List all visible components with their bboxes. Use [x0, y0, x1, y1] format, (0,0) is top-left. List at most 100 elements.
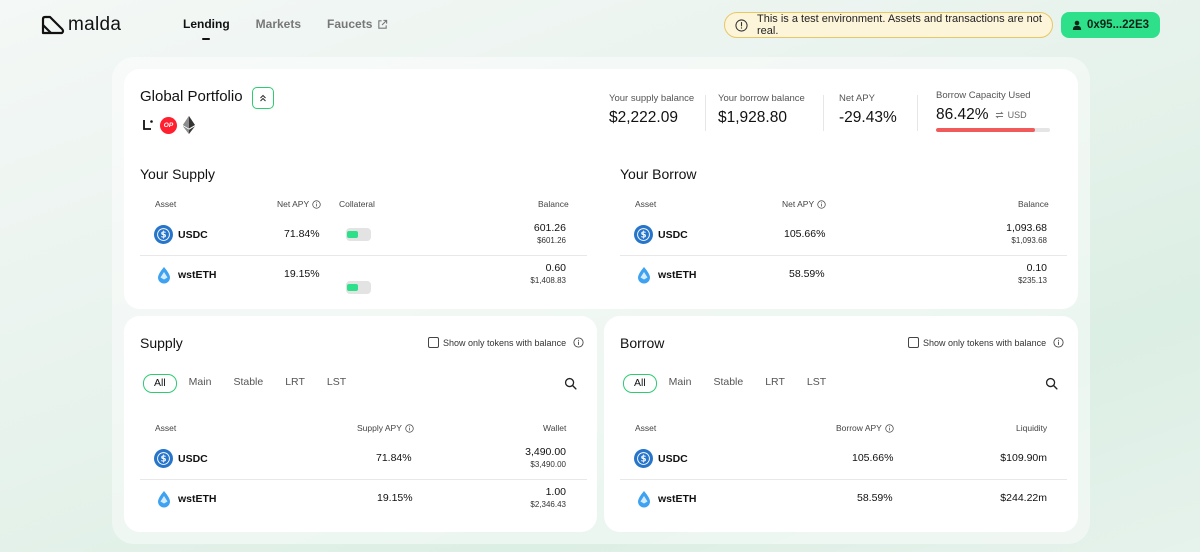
info-icon[interactable]: [312, 199, 321, 209]
col-net-apy: Net APY: [277, 199, 321, 209]
svg-text:$: $: [161, 454, 167, 464]
table-row-asset[interactable]: wstETH: [634, 265, 697, 284]
asset-name: wstETH: [658, 268, 697, 281]
search-icon[interactable]: [564, 377, 577, 390]
filter-stable[interactable]: Stable: [233, 376, 264, 388]
table-row-asset[interactable]: $ USDC: [634, 225, 688, 244]
filter-lrt[interactable]: LRT: [765, 376, 785, 388]
linea-icon: [143, 120, 153, 130]
table-row-asset[interactable]: wstETH: [154, 489, 217, 508]
balance-amount: 0.10: [1026, 262, 1047, 274]
malda-logo[interactable]: malda: [41, 14, 121, 36]
svg-text:$: $: [641, 230, 647, 240]
filter-lrt[interactable]: LRT: [285, 376, 305, 388]
filter-all[interactable]: All: [623, 374, 657, 393]
info-icon[interactable]: [573, 337, 584, 348]
nav-faucets[interactable]: Faucets: [327, 17, 388, 31]
collapse-button[interactable]: [252, 87, 274, 109]
filter-lst[interactable]: LST: [806, 376, 827, 388]
borrow-capacity-stat: Borrow Capacity Used 86.42% USD: [936, 90, 1031, 124]
checkbox-label: Show only tokens with balance: [923, 337, 1047, 348]
borrow-capacity-label: Borrow Capacity Used: [936, 90, 1031, 101]
notice-text: This is a test environment. Assets and t…: [757, 13, 1042, 37]
col-net-apy: Net APY: [782, 199, 826, 209]
col-asset: Asset: [635, 423, 657, 433]
row-wallet: 1.00 $2,346.43: [530, 486, 566, 509]
wsteth-icon: [634, 489, 653, 508]
currency-label: USD: [1007, 110, 1027, 120]
supply-title: Supply: [140, 335, 183, 351]
row-apy: 105.66%: [784, 228, 826, 240]
col-net-apy-label: Net APY: [277, 199, 310, 209]
chevrons-up-icon: [260, 94, 266, 102]
row-liquidity: $244.22m: [1000, 492, 1047, 504]
optimism-icon: OP: [160, 116, 177, 134]
table-row-asset[interactable]: $ USDC: [634, 449, 688, 468]
supply-balance-label: Your supply balance: [609, 93, 695, 104]
asset-name: USDC: [178, 228, 208, 241]
table-row-asset[interactable]: $ USDC: [154, 225, 208, 244]
col-borrow-apy-label: Borrow APY: [836, 423, 882, 433]
divider: [705, 95, 706, 131]
col-borrow-apy: Borrow APY: [836, 423, 894, 433]
wallet-button[interactable]: 0x95...22E3: [1061, 12, 1160, 38]
chain-icons: OP: [142, 116, 195, 134]
collateral-toggle[interactable]: [346, 281, 371, 294]
col-net-apy-label: Net APY: [782, 199, 815, 209]
table-row-asset[interactable]: wstETH: [634, 489, 697, 508]
row-balance: 0.60 $1,408.83: [530, 262, 566, 285]
net-apy-value: -29.43%: [839, 109, 897, 126]
col-wallet: Wallet: [543, 423, 567, 433]
main-nav: Lending Markets Faucets: [183, 17, 388, 40]
net-apy-stat: Net APY -29.43%: [839, 93, 897, 127]
table-row-asset[interactable]: $ USDC: [154, 449, 208, 468]
borrow-capacity-fill: [936, 128, 1035, 132]
filter-main[interactable]: Main: [668, 376, 692, 388]
wsteth-icon: [154, 265, 173, 284]
asset-name: wstETH: [178, 268, 217, 281]
your-supply-title: Your Supply: [140, 166, 215, 182]
divider: [823, 95, 824, 131]
filter-all[interactable]: All: [143, 374, 177, 393]
table-row-asset[interactable]: wstETH: [154, 265, 217, 284]
filter-lst[interactable]: LST: [326, 376, 347, 388]
liquidity-amount: $109.90m: [1000, 452, 1047, 464]
col-asset: Asset: [155, 199, 177, 209]
user-icon: [1072, 20, 1082, 30]
portfolio-title: Global Portfolio: [140, 88, 243, 105]
borrow-balance-filter[interactable]: Show only tokens with balance: [908, 337, 1064, 348]
col-balance: Balance: [1018, 199, 1049, 209]
collateral-toggle[interactable]: [346, 228, 371, 241]
wsteth-icon: [154, 489, 173, 508]
search-icon[interactable]: [1045, 377, 1058, 390]
supply-balance-filter[interactable]: Show only tokens with balance: [428, 337, 584, 348]
borrow-capacity-value: 86.42%: [936, 106, 989, 123]
show-balance-checkbox[interactable]: [428, 337, 439, 348]
asset-name: USDC: [658, 228, 688, 241]
logo-text: malda: [68, 14, 122, 35]
filter-main[interactable]: Main: [188, 376, 212, 388]
info-icon[interactable]: [817, 199, 826, 209]
wallet-amount: 3,490.00: [525, 446, 566, 458]
optimism-label: OP: [163, 121, 174, 129]
usdc-icon: $: [634, 449, 653, 468]
row-apy: 19.15%: [284, 268, 320, 280]
nav-lending[interactable]: Lending: [183, 17, 230, 40]
row-apy: 58.59%: [789, 268, 825, 280]
info-icon[interactable]: [1053, 337, 1064, 348]
balance-amount: 601.26: [533, 222, 566, 234]
filter-stable[interactable]: Stable: [713, 376, 744, 388]
nav-markets[interactable]: Markets: [256, 17, 301, 31]
currency-switch[interactable]: USD: [994, 110, 1027, 120]
info-icon[interactable]: [405, 423, 414, 433]
supply-balance-stat: Your supply balance $2,222.09: [609, 93, 694, 127]
wallet-amount: 1.00: [545, 486, 566, 498]
wallet-usd: $3,490.00: [530, 460, 566, 469]
nav-faucets-label: Faucets: [327, 17, 373, 31]
usdc-icon: $: [154, 449, 173, 468]
svg-text:$: $: [161, 230, 167, 240]
borrow-balance-stat: Your borrow balance $1,928.80: [718, 93, 805, 127]
info-icon[interactable]: [885, 423, 894, 433]
borrow-title: Borrow: [620, 335, 665, 351]
show-balance-checkbox[interactable]: [908, 337, 919, 348]
